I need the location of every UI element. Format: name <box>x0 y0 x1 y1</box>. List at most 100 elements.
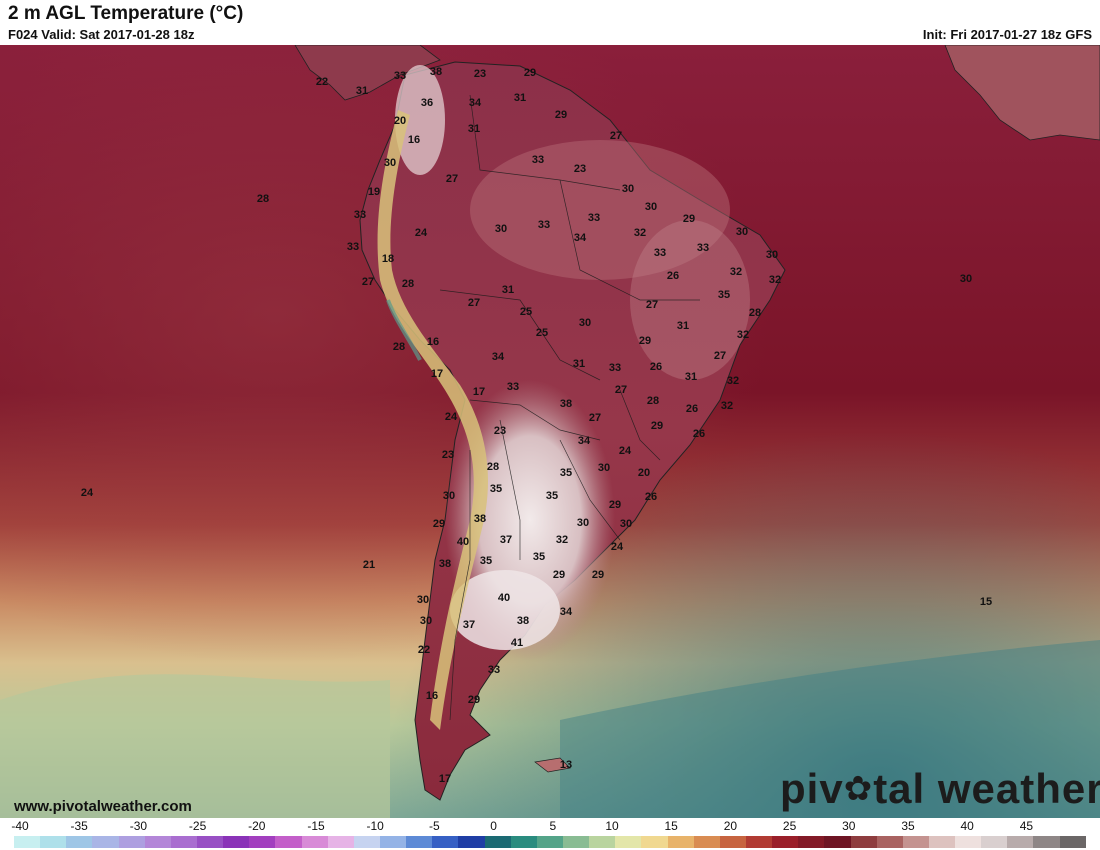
temperature-value-label: 34 <box>469 97 482 109</box>
header: 2 m AGL Temperature (°C) F024 Valid: Sat… <box>0 0 1100 45</box>
temperature-value-label: 30 <box>417 594 429 606</box>
temperature-value-label: 30 <box>645 201 657 213</box>
temperature-value-label: 22 <box>418 644 430 656</box>
legend-color-cell <box>353 836 380 848</box>
temperature-value-label: 33 <box>538 219 550 231</box>
legend-color-cell <box>798 836 825 848</box>
gear-icon: ✿ <box>843 770 874 808</box>
legend-color-cell <box>876 836 903 848</box>
temperature-value-label: 38 <box>439 558 451 570</box>
legend-color-cell <box>1033 836 1060 848</box>
temperature-value-label: 38 <box>430 66 442 78</box>
temperature-value-label: 17 <box>431 368 443 380</box>
temperature-value-label: 24 <box>611 541 624 553</box>
temperature-value-label: 29 <box>683 213 695 225</box>
temperature-value-label: 35 <box>480 555 492 567</box>
legend-color-cell <box>406 836 433 848</box>
temperature-value-label: 19 <box>368 186 380 198</box>
temperature-value-label: 33 <box>697 242 709 254</box>
legend-color-cell <box>536 836 563 848</box>
temperature-value-label: 16 <box>427 336 439 348</box>
temperature-value-label: 33 <box>532 154 544 166</box>
temperature-map[interactable]: 22 33 38 23 29 31 36 34 31 20 29 16 31 27 33 30 23 27 30 19… <box>0 45 1100 818</box>
legend-color-cell <box>1007 836 1034 848</box>
temperature-value-label: 30 <box>579 317 591 329</box>
temperature-value-label: 38 <box>474 513 486 525</box>
temperature-value-label: 32 <box>556 534 568 546</box>
legend-color-cell <box>562 836 590 848</box>
temperature-value-label: 33 <box>588 212 600 224</box>
temperature-value-label: 25 <box>520 306 532 318</box>
temperature-value-label: 23 <box>494 425 506 437</box>
temperature-value-label: 35 <box>718 289 730 301</box>
temperature-value-label: 30 <box>443 490 455 502</box>
temperature-value-label: 38 <box>560 398 572 410</box>
website-link[interactable]: www.pivotalweather.com <box>14 798 192 815</box>
temperature-value-label: 30 <box>577 517 589 529</box>
legend-color-cell <box>432 836 459 848</box>
temperature-value-label: 32 <box>730 266 742 278</box>
temperature-value-label: 20 <box>638 467 650 479</box>
temperature-value-label: 31 <box>356 85 368 97</box>
temperature-value-label: 35 <box>490 483 502 495</box>
temperature-value-label: 29 <box>609 499 621 511</box>
temperature-value-label: 33 <box>347 241 359 253</box>
temperature-value-label: 30 <box>620 518 632 530</box>
temperature-value-label: 27 <box>714 350 726 362</box>
temperature-value-label: 30 <box>622 183 634 195</box>
legend-color-cell <box>379 836 407 848</box>
init-time: Init: Fri 2017-01-27 18z GFS <box>922 27 1092 42</box>
temperature-value-label: 26 <box>650 361 662 373</box>
temperature-value-label: 28 <box>487 461 499 473</box>
legend-color-cell <box>824 836 851 848</box>
temperature-value-label: 31 <box>677 320 689 332</box>
legend-color-cell <box>928 836 956 848</box>
temperature-value-label: 34 <box>574 232 587 244</box>
temperature-value-label: 24 <box>619 445 632 457</box>
temperature-value-label: 27 <box>610 130 622 142</box>
legend-tick: -40 <box>11 819 29 833</box>
legend-tick: -10 <box>366 819 384 833</box>
map-canvas: 22 33 38 23 29 31 36 34 31 20 29 16 31 27 33 30 23 27 30 19… <box>0 45 1100 818</box>
temperature-value-label: 33 <box>354 209 366 221</box>
temperature-value-label: 30 <box>736 226 748 238</box>
temperature-value-label: 25 <box>536 327 548 339</box>
legend-color-cell <box>223 836 250 848</box>
legend-color-cell <box>693 836 720 848</box>
legend-color-cell <box>170 836 197 848</box>
temperature-labels: 22 33 38 23 29 31 36 34 31 20 29 16 31 27 33 30 23 27 30 19… <box>81 66 992 785</box>
legend-tick: 10 <box>605 819 619 833</box>
temperature-value-label: 26 <box>693 428 705 440</box>
legend-color-cell <box>981 836 1008 848</box>
legend-ticks: -40 -35 -30 -25 -20 -15 -10 -5 0 5 10 15 20 25 30 35 40 4… <box>0 818 1100 833</box>
legend-color-cell <box>667 836 694 848</box>
pivotal-weather-logo: piv✿tal weather <box>780 765 1100 813</box>
legend-color-cell <box>14 836 41 848</box>
temperature-value-label: 27 <box>468 297 480 309</box>
temperature-value-label: 29 <box>592 569 604 581</box>
temperature-value-label: 30 <box>766 249 778 261</box>
legend-color-cell <box>458 836 485 848</box>
temperature-value-label: 29 <box>468 694 480 706</box>
legend-color-cell <box>196 836 224 848</box>
temperature-value-label: 33 <box>609 362 621 374</box>
temperature-value-label: 21 <box>363 559 375 571</box>
legend-tick: -25 <box>188 819 207 833</box>
temperature-value-label: 15 <box>980 596 992 608</box>
legend-color-cell <box>118 836 145 848</box>
legend-color-cell <box>327 836 354 848</box>
temperature-value-label: 27 <box>446 173 458 185</box>
temperature-value-label: 32 <box>634 227 646 239</box>
temperature-value-label: 26 <box>667 270 679 282</box>
temperature-value-label: 29 <box>555 109 567 121</box>
temperature-value-label: 35 <box>533 551 545 563</box>
legend-tick: 45 <box>1019 819 1034 833</box>
temperature-value-label: 34 <box>560 606 573 618</box>
legend-color-cell <box>275 836 302 848</box>
temperature-value-label: 36 <box>421 97 433 109</box>
temperature-value-label: 24 <box>81 487 94 499</box>
brand-text-right: tal weather <box>873 765 1100 812</box>
brand-text-left: piv <box>780 765 844 812</box>
temperature-value-label: 28 <box>402 278 414 290</box>
temperature-value-label: 35 <box>560 467 572 479</box>
